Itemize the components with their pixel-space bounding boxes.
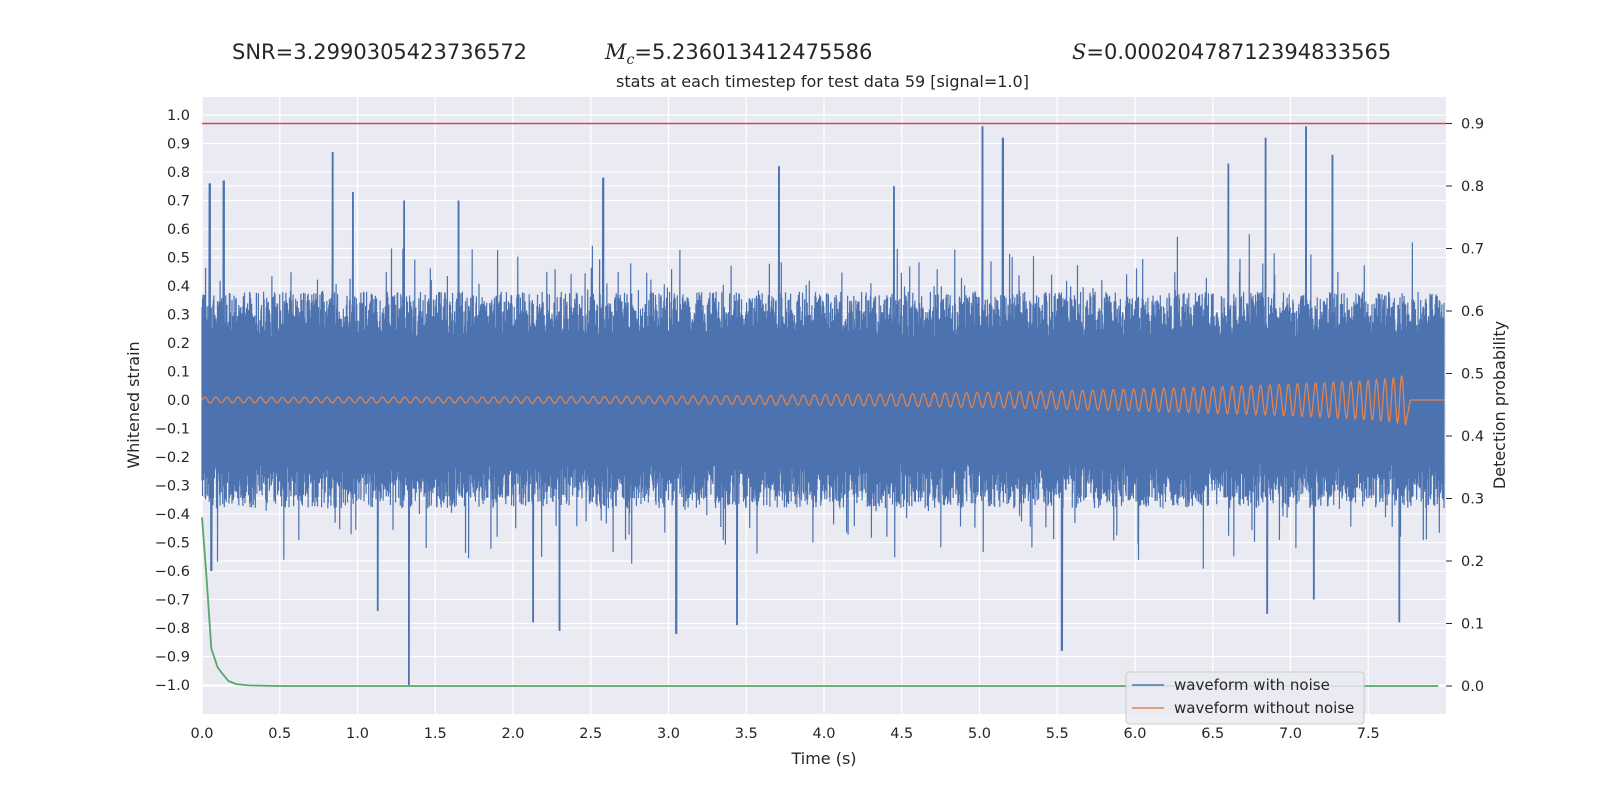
x-tick-label: 1.5 [424, 726, 447, 742]
legend-box [1125, 671, 1365, 725]
legend-label-waveform-with-noise: waveform with noise [1174, 676, 1330, 694]
y-left-tick-label: −1.0 [155, 678, 190, 694]
y-right-tick-label: 0.8 [1461, 179, 1484, 195]
x-tick-label: 4.0 [812, 726, 835, 742]
series-detection-probability [201, 517, 1439, 687]
x-axis-label: Time (s) [790, 749, 856, 768]
y-right-tick-label: 0.3 [1461, 492, 1484, 508]
x-tick-label: 5.5 [1046, 726, 1069, 742]
chirp-mass-stat: Mc=5.236013412475586 [605, 40, 872, 68]
series-waveform-without-noise [201, 374, 1444, 426]
y-left-tick-label: −0.7 [155, 593, 190, 609]
y-left-tick-label: −0.9 [155, 650, 190, 666]
y-right-tick-label: 0.7 [1461, 242, 1484, 258]
x-tick-label: 7.0 [1279, 726, 1302, 742]
y-left-tick-label: −0.8 [155, 621, 190, 637]
x-tick-label: 2.5 [579, 726, 602, 742]
y-right-tick-label: 0.9 [1461, 117, 1484, 133]
x-tick-label: 0.0 [190, 726, 213, 742]
y-left-tick-label: 0.1 [167, 365, 190, 381]
s-stat: S=0.00020478712394833565 [1072, 40, 1391, 64]
x-axis-ticks: 0.0 0.5 1.0 1.5 2.0 2.5 3.0 3.5 4.0 4.5 5.0 5.5 6.0 6… [190, 726, 1379, 742]
x-tick-label: 1.0 [346, 726, 369, 742]
chirp-mass-value: =5.236013412475586 [634, 40, 873, 64]
y-left-tick-label: 0.6 [167, 222, 190, 238]
s-value: =0.00020478712394833565 [1086, 40, 1392, 64]
x-tick-label: 6.5 [1201, 726, 1224, 742]
legend-label-waveform-without-noise: waveform without noise [1174, 699, 1354, 717]
y-right-tick-label: 0.5 [1461, 367, 1484, 383]
x-tick-label: 2.0 [501, 726, 524, 742]
x-tick-label: 7.5 [1357, 726, 1380, 742]
y-left-tick-label: 0.9 [167, 137, 190, 153]
y-axis-left-ticks: 1.0 0.9 0.8 0.7 0.6 0.5 0.4 0.3 0.2 0.1 0.0 −0.1 −0.… [155, 108, 190, 694]
x-tick-label: 0.5 [268, 726, 291, 742]
y-left-tick-label: −0.4 [155, 507, 190, 523]
series-waveform-with-noise [201, 126, 1445, 686]
y-left-tick-label: 0.3 [167, 308, 190, 324]
y-axis-right-ticks: 0.9 0.8 0.7 0.6 0.5 0.4 0.3 0.2 0.1 0.0 [1446, 117, 1484, 695]
noise-trace [201, 126, 1445, 686]
s-symbol: S [1072, 40, 1087, 64]
legend: waveform with noise waveform without noi… [1125, 671, 1365, 725]
y-left-tick-label: 0.2 [167, 336, 190, 352]
y-left-tick-label: −0.5 [155, 536, 190, 552]
y-left-tick-label: 0.7 [167, 194, 190, 210]
x-tick-label: 4.5 [890, 726, 913, 742]
chirp-mass-symbol: M [605, 40, 627, 64]
probability-trace [201, 517, 1439, 687]
y-right-tick-label: 0.1 [1461, 617, 1484, 633]
y-left-tick-label: −0.3 [155, 479, 190, 495]
chart-title: stats at each timestep for test data 59 … [616, 72, 1029, 91]
snr-stat: SNR=3.2990305423736572 [232, 40, 527, 64]
y-left-tick-label: −0.2 [155, 450, 190, 466]
y-left-tick-label: 0.0 [167, 393, 190, 409]
y-left-tick-label: 0.8 [167, 165, 190, 181]
y-left-tick-label: 0.4 [167, 279, 190, 295]
y-left-tick-label: −0.1 [155, 422, 190, 438]
y-left-tick-label: −0.6 [155, 564, 190, 580]
x-tick-label: 3.5 [735, 726, 758, 742]
clean-trace [201, 374, 1444, 426]
x-tick-label: 6.0 [1123, 726, 1146, 742]
y-axis-left-label: Whitened strain [124, 341, 143, 468]
y-left-tick-label: 1.0 [167, 108, 190, 124]
snr-label: SNR= [232, 40, 294, 64]
snr-value: 3.2990305423736572 [293, 40, 528, 64]
x-tick-label: 5.0 [968, 726, 991, 742]
y-right-tick-label: 0.6 [1461, 304, 1484, 320]
x-tick-label: 3.0 [657, 726, 680, 742]
y-right-tick-label: 0.4 [1461, 429, 1484, 445]
y-left-tick-label: 0.5 [167, 251, 190, 267]
y-right-tick-label: 0.2 [1461, 554, 1484, 570]
y-axis-right-label: Detection probability [1490, 321, 1509, 489]
chirp-mass-subscript: c [626, 52, 635, 69]
y-right-tick-label: 0.0 [1461, 679, 1484, 695]
